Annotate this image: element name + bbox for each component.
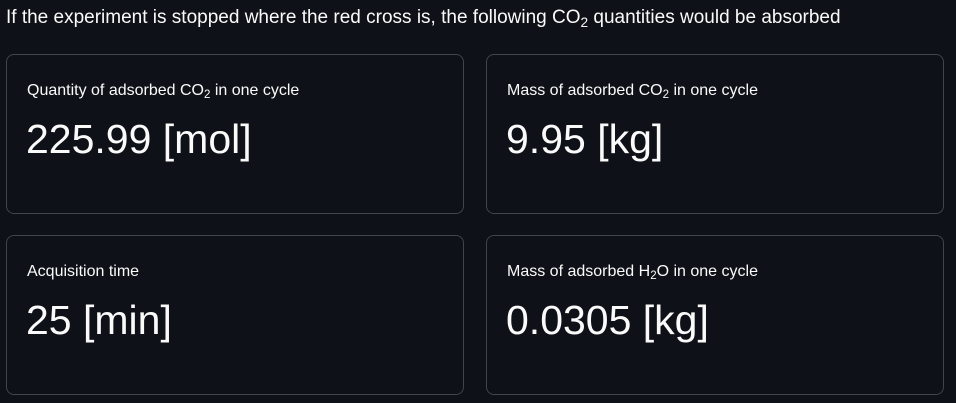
page-headline: If the experiment is stopped where the r… bbox=[6, 6, 841, 30]
metric-card-co2-quantity: Quantity of adsorbed CO2 in one cycle 22… bbox=[6, 54, 464, 214]
metric-label: Acquisition time bbox=[27, 263, 140, 280]
metric-label-start: Quantity of adsorbed CO bbox=[27, 82, 204, 99]
metric-label-start: Mass of adsorbed H bbox=[507, 263, 651, 280]
metric-value: 9.95 [kg] bbox=[506, 116, 664, 162]
metric-label-subscript: 2 bbox=[203, 89, 211, 102]
metric-label-start: Mass of adsorbed CO bbox=[507, 82, 663, 99]
metric-label-end: O in one cycle bbox=[656, 263, 758, 280]
headline-text-start: If the experiment is stopped where the r… bbox=[6, 7, 581, 28]
metric-card-acquisition-time: Acquisition time 25 [min] bbox=[6, 235, 464, 395]
metric-value: 0.0305 [kg] bbox=[506, 297, 709, 343]
metric-label: Mass of adsorbed CO2 in one cycle bbox=[507, 81, 758, 101]
metric-label-end: in one cycle bbox=[210, 82, 300, 99]
metric-label-end: in one cycle bbox=[669, 82, 758, 99]
metric-label-subscript: 2 bbox=[662, 89, 670, 102]
headline-subscript: 2 bbox=[580, 14, 589, 30]
metric-value: 25 [min] bbox=[26, 297, 172, 343]
metric-card-co2-mass: Mass of adsorbed CO2 in one cycle 9.95 [… bbox=[486, 54, 944, 214]
metric-label-subscript: 2 bbox=[650, 270, 657, 283]
metric-label: Mass of adsorbed H2O in one cycle bbox=[507, 262, 758, 282]
metric-label: Quantity of adsorbed CO2 in one cycle bbox=[27, 81, 299, 101]
metric-value: 225.99 [mol] bbox=[26, 116, 252, 162]
metric-card-h2o-mass: Mass of adsorbed H2O in one cycle 0.0305… bbox=[486, 235, 944, 395]
headline-text-end: quantities would be absorbed bbox=[588, 7, 841, 28]
